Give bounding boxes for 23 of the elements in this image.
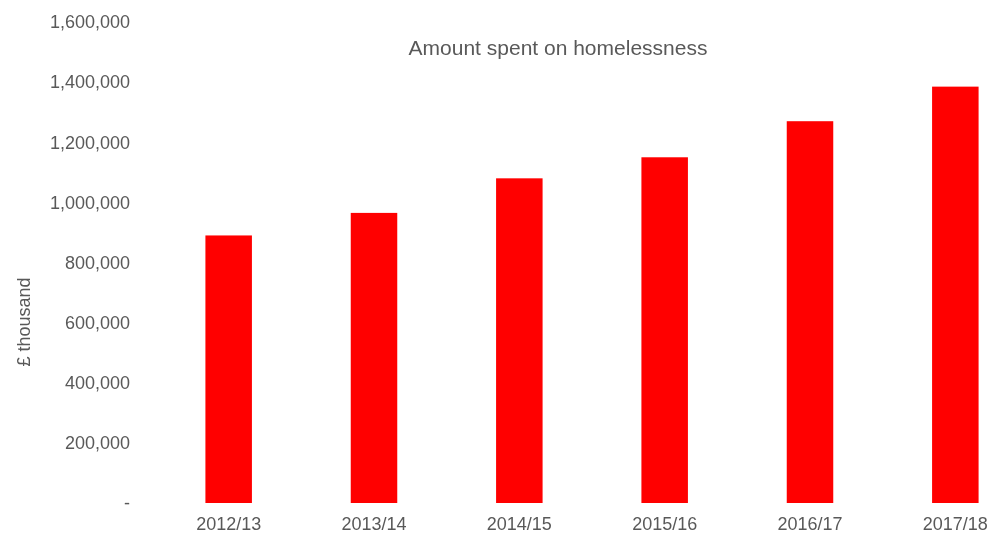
x-tick-label: 2012/13 — [196, 513, 262, 534]
y-tick-label: 1,000,000 — [49, 192, 130, 213]
y-tick-label: 400,000 — [64, 373, 130, 394]
y-tick-label: 1,200,000 — [49, 132, 130, 153]
y-axis-title: £ thousand — [14, 277, 34, 367]
bar — [205, 235, 252, 503]
x-tick-label: 2014/15 — [486, 513, 552, 534]
y-tick-label: 600,000 — [64, 312, 130, 333]
x-tick-label: 2015/16 — [632, 513, 698, 534]
x-tick-label: 2016/17 — [777, 513, 843, 534]
bar — [641, 157, 688, 503]
y-tick-label: 200,000 — [64, 433, 130, 454]
x-tick-label: 2017/18 — [922, 513, 988, 534]
y-tick-label: 1,600,000 — [49, 12, 130, 33]
text: Amount spent on homelessness — [408, 36, 708, 59]
bar — [496, 178, 543, 503]
bar — [932, 86, 979, 503]
bar — [350, 212, 398, 503]
y-tick-label: - — [124, 493, 130, 514]
y-tick-label: 1,400,000 — [49, 72, 130, 93]
y-tick-label: 800,000 — [64, 252, 130, 273]
bar — [786, 121, 834, 503]
x-tick-label: 2013/14 — [341, 513, 407, 534]
